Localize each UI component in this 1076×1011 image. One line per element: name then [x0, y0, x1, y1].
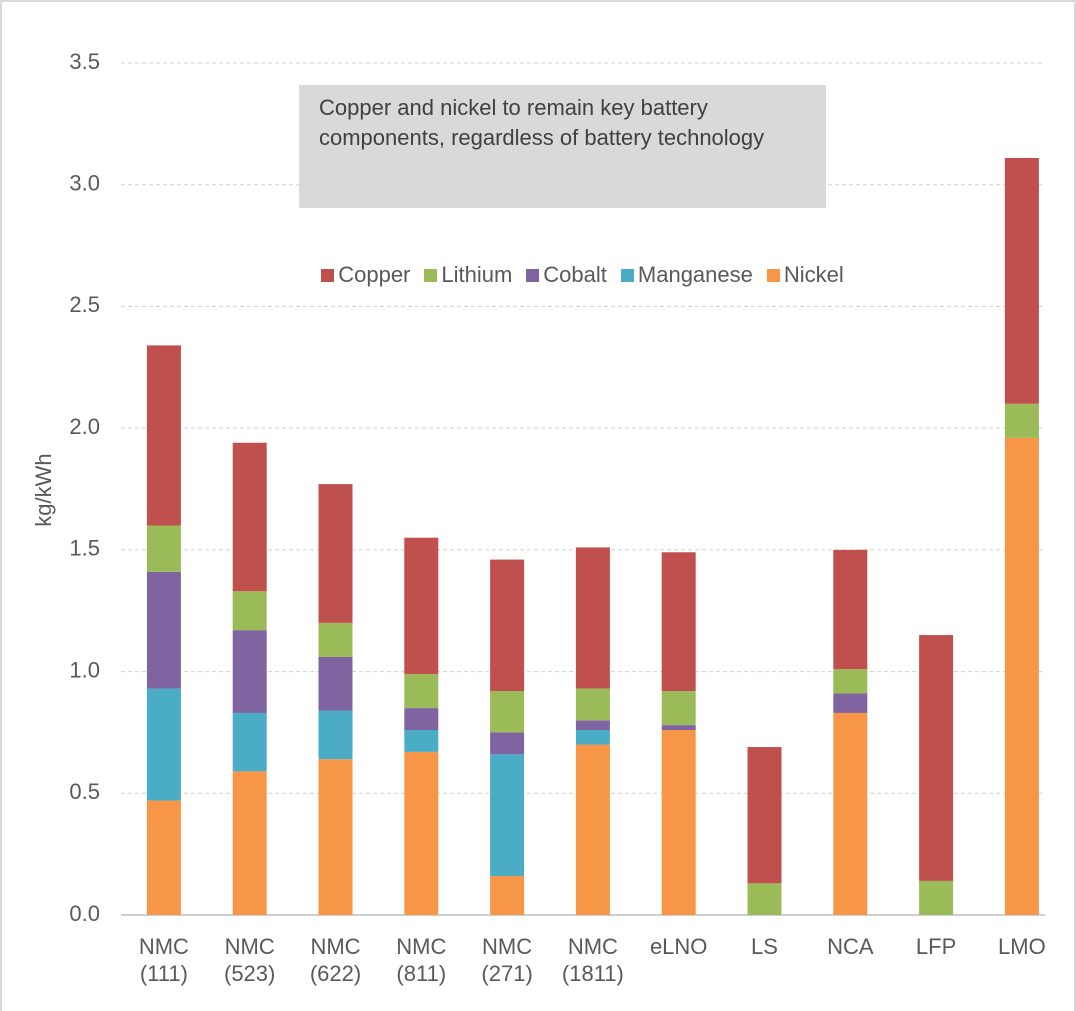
bar-segment	[747, 747, 782, 884]
legend-swatch	[620, 268, 634, 282]
x-tick-label: LS	[751, 934, 778, 959]
bar-segment	[146, 345, 181, 526]
y-tick-label: 2.5	[69, 292, 100, 317]
legend-item: Manganese	[620, 262, 753, 288]
legend-item: Copper	[321, 262, 410, 288]
bar-segment	[575, 547, 610, 689]
legend-label: Nickel	[783, 262, 844, 287]
bar-segment	[575, 729, 610, 745]
bar-segment	[232, 712, 267, 772]
bar-segment	[232, 591, 267, 631]
bar-segment	[833, 669, 868, 694]
bar-segment	[747, 883, 782, 915]
bar-segment	[661, 729, 696, 915]
x-tick-label: NMC (811)	[396, 934, 447, 986]
bar-segment	[232, 442, 267, 592]
bar-segment	[919, 880, 954, 915]
x-tick-label: LFP	[915, 934, 957, 959]
bar-segment	[146, 800, 181, 915]
bar-segment	[318, 759, 353, 915]
legend-label: Copper	[338, 262, 411, 287]
bar-segment	[833, 693, 868, 713]
bar-segment	[404, 708, 439, 730]
bar-segment	[232, 630, 267, 713]
x-tick-label: NMC (111)	[138, 934, 189, 986]
bar-segment	[146, 688, 181, 801]
bar-segment	[318, 710, 353, 760]
legend-item: Nickel	[766, 262, 844, 288]
y-tick-label: 3.5	[69, 49, 100, 74]
bar-segment	[404, 729, 439, 752]
y-tick-label: 2.0	[69, 414, 100, 439]
y-tick-label: 0.5	[69, 779, 100, 804]
bar-segment	[318, 656, 353, 711]
x-tick-label: NMC (523)	[224, 934, 276, 986]
bar-segment	[490, 732, 525, 755]
bar-segment	[575, 720, 610, 730]
x-tick-label: eLNO	[649, 934, 708, 959]
x-tick-label: LMO	[998, 934, 1046, 959]
y-tick-label: 1.5	[69, 536, 100, 561]
bar-segment	[1004, 157, 1039, 404]
legend-label: Lithium	[441, 262, 513, 287]
bar-segment	[833, 712, 868, 915]
bar-segment	[575, 744, 610, 915]
bar-segment	[146, 525, 181, 572]
bar-segment	[490, 691, 525, 733]
bar-segment	[490, 559, 525, 692]
bar-segment	[318, 484, 353, 623]
y-tick-label: 1.0	[69, 657, 100, 682]
bar-segment	[490, 754, 525, 877]
legend-item: Lithium	[424, 262, 512, 288]
bar-segment	[404, 537, 439, 675]
legend-item: Cobalt	[526, 262, 607, 288]
legend-label: Manganese	[637, 262, 753, 287]
bar-segment	[318, 622, 353, 657]
bar-segment	[1004, 437, 1039, 915]
x-tick-label: NMC (1811)	[561, 934, 624, 986]
legend-label: Cobalt	[543, 262, 607, 287]
bar-segment	[404, 674, 439, 709]
bar-segment	[1004, 403, 1039, 438]
legend: Copper Lithium Cobalt Manganese Nickel	[120, 262, 1045, 288]
bar-segment	[404, 751, 439, 915]
bar-segment	[661, 725, 696, 730]
legend-swatch	[766, 268, 780, 282]
legend-swatch	[321, 268, 335, 282]
y-tick-label: 3.0	[69, 171, 100, 196]
annotation: Copper and nickel to remain key battery …	[299, 85, 826, 208]
x-tick-label: NMC (271)	[481, 934, 533, 986]
bar-segment	[661, 552, 696, 692]
x-tick-label: NMC (622)	[309, 934, 362, 986]
y-tick-label: 0.0	[69, 901, 100, 926]
bar-segment	[833, 549, 868, 670]
legend-swatch	[526, 268, 540, 282]
legend-swatch	[424, 268, 438, 282]
y-axis-label: kg/kWh	[31, 453, 56, 526]
bar-segment	[232, 771, 267, 915]
bar-segment	[146, 571, 181, 689]
bar-segment	[490, 876, 525, 915]
bar-segment	[661, 691, 696, 726]
bar-segment	[575, 688, 610, 721]
bar-segment	[919, 635, 954, 881]
x-tick-label: NCA	[827, 934, 874, 959]
